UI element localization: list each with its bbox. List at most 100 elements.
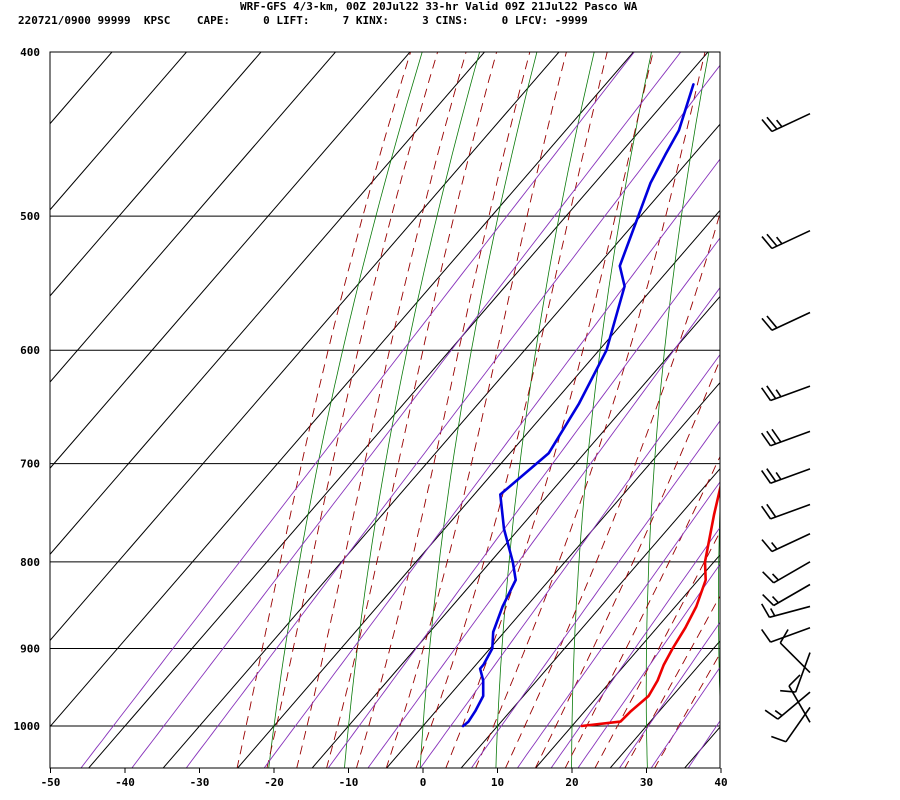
isotherm--110	[50, 52, 188, 211]
barb-half-flag	[775, 236, 783, 245]
isotherm-10	[460, 468, 720, 768]
barb-half-flag	[771, 573, 779, 581]
isotherm-20	[535, 554, 720, 768]
x-tick-label: -50	[41, 776, 61, 789]
wind-barb	[760, 603, 811, 619]
barb-flag	[766, 233, 778, 247]
barb-shaft	[770, 627, 811, 643]
mixing-ratio-line	[550, 526, 720, 768]
barb-flag	[760, 470, 772, 484]
thermodynamic-background	[50, 14, 886, 769]
mixing-ratio-line	[327, 237, 720, 768]
mixing-ratio-line	[470, 420, 720, 768]
barb-flag	[766, 116, 778, 130]
dry-adiabat	[571, 52, 652, 768]
x-tick-label: -40	[115, 776, 135, 789]
x-tick-label: -10	[339, 776, 359, 789]
barb-half-flag	[775, 119, 783, 128]
moist-adiabat	[445, 52, 654, 768]
wind-barb	[761, 533, 811, 553]
isotherm--10	[311, 295, 720, 768]
wind-barb	[760, 385, 811, 402]
moist-adiabat	[475, 52, 706, 768]
cape-label: CAPE:	[196, 14, 230, 27]
x-tick-label: 10	[491, 776, 504, 789]
isotherm--40	[88, 52, 709, 768]
barb-flag	[766, 503, 777, 518]
dry-adiabat	[268, 52, 423, 768]
mixing-ratio-line	[367, 286, 720, 768]
mixing-ratio-line	[577, 563, 720, 768]
barb-half-flag	[770, 542, 778, 550]
isotherm--60	[50, 52, 560, 642]
dewpoint-profile	[461, 83, 695, 728]
mixing-ratio-line	[185, 64, 720, 768]
barb-flag	[762, 593, 775, 607]
barb-flag	[780, 689, 796, 693]
moist-adiabat	[266, 52, 439, 768]
y-tick-label: 400	[20, 46, 40, 59]
y-tick-label: 800	[20, 556, 40, 569]
barb-shaft	[777, 691, 811, 720]
cins-label: CINS:	[435, 14, 469, 27]
isotherm--30	[162, 123, 720, 768]
dry-adiabat	[495, 52, 595, 768]
wind-barb	[762, 583, 811, 607]
dry-adiabat	[645, 52, 710, 768]
dry-adiabat	[856, 14, 886, 769]
isotherm--120	[50, 52, 113, 125]
lfcv-value: -9999	[554, 14, 588, 27]
x-tick-label: 30	[640, 776, 653, 789]
moist-adiabat	[594, 531, 720, 768]
kinx-label: KINX:	[355, 14, 389, 27]
y-tick-label: 1000	[14, 720, 41, 733]
wind-barb	[771, 706, 811, 743]
barb-flag	[764, 709, 779, 720]
axes: 400 500 600 700 800 900 1000 -50 -40 -30 -20 -10 0 10…	[14, 46, 728, 789]
isotherm--50	[50, 52, 635, 728]
wind-barb	[760, 428, 811, 447]
barb-half-flag	[774, 709, 783, 717]
barb-flag	[761, 317, 773, 331]
wind-barb	[760, 468, 811, 484]
barb-shaft	[794, 652, 811, 693]
x-tick-label: 0	[420, 776, 427, 789]
barb-flag	[761, 119, 773, 132]
barb-shaft	[773, 561, 811, 584]
y-tick-label: 700	[20, 458, 40, 471]
mixing-ratio-line	[131, 52, 682, 768]
moist-adiabat	[654, 652, 720, 768]
barb-shaft	[779, 642, 811, 674]
lfcv-label: LFCV:	[514, 14, 548, 27]
barb-shaft	[771, 229, 811, 250]
barb-shaft	[770, 430, 811, 447]
y-tick-label: 600	[20, 344, 40, 357]
barb-flag	[779, 629, 789, 644]
wind-barb	[761, 229, 811, 250]
x-tick-label: 20	[565, 776, 578, 789]
barb-flag	[771, 428, 782, 443]
isotherm-30	[609, 640, 720, 768]
barb-shaft	[770, 503, 811, 520]
barb-half-flag	[771, 596, 779, 604]
barb-flag	[761, 236, 773, 249]
barb-shaft	[771, 112, 811, 133]
moist-adiabat	[326, 52, 498, 768]
wind-barb	[780, 652, 811, 693]
wind-barb	[760, 627, 811, 643]
mixing-ratio-line	[419, 353, 720, 768]
mixing-ratio-line	[263, 158, 720, 768]
wind-barb	[760, 503, 811, 520]
kinx-value: 3	[422, 14, 429, 27]
barb-flag	[760, 505, 772, 520]
moist-adiabat	[564, 455, 720, 768]
isotherm--100	[50, 52, 262, 297]
isotherm--90	[50, 52, 337, 383]
barb-half-flag	[775, 471, 782, 480]
barb-flag	[760, 432, 772, 447]
wind-barb	[761, 311, 811, 331]
station-number: 99999	[97, 14, 131, 27]
barb-flag	[762, 571, 775, 584]
barb-shaft	[773, 583, 811, 607]
